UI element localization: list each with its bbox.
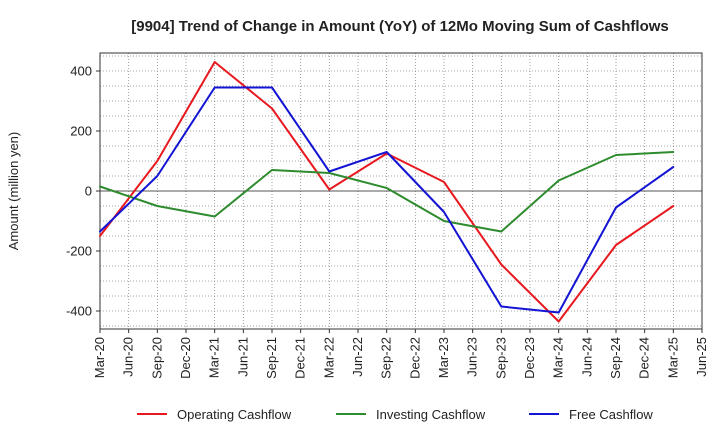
x-tick-label: Jun-23 [465,337,480,377]
legend: Operating Cashflow Investing Cashflow Free… [137,407,653,422]
x-tick-label: Jun-21 [235,337,250,377]
series-line-investing-cashflow [99,151,675,233]
x-tick-label: Mar-25 [665,337,680,378]
series-line-operating-cashflow [99,61,675,323]
x-tick-label: Sep-21 [264,337,279,379]
x-tick-label: Dec-24 [637,337,652,379]
x-tick-label: Sep-22 [379,337,394,379]
chart-title: [9904] Trend of Change in Amount (YoY) o… [131,18,669,35]
series-line-free-cashflow [99,86,675,314]
legend-label: Operating Cashflow [177,407,292,422]
legend-label: Free Cashflow [569,407,653,422]
x-tick-label: Mar-24 [551,337,566,378]
y-tick-label: 0 [85,184,92,199]
x-tick-label: Sep-20 [149,337,164,379]
x-tick-label: Sep-24 [608,337,623,379]
x-tick-label: Sep-23 [493,337,508,379]
x-axis: Mar-20 Jun-20 Sep-20 Dec-20 Mar-21 Jun-21 Sep-… [92,329,709,379]
series-layer [99,61,675,323]
x-tick-label: Mar-23 [436,337,451,378]
x-tick-label: Dec-22 [407,337,422,379]
y-axis: 400 200 0 -200 -400 [66,64,100,319]
x-tick-label: Dec-21 [293,337,308,379]
y-tick-label: -400 [66,304,92,319]
y-axis-label: Amount (million yen) [6,132,21,251]
x-tick-label: Jun-24 [579,337,594,377]
legend-label: Investing Cashflow [376,407,486,422]
x-tick-label: Jun-20 [121,337,136,377]
x-tick-label: Mar-21 [207,337,222,378]
x-tick-label: Jun-22 [350,337,365,377]
x-tick-label: Dec-23 [522,337,537,379]
x-tick-label: Jun-25 [694,337,709,377]
x-tick-label: Mar-22 [321,337,336,378]
x-tick-label: Dec-20 [178,337,193,379]
x-tick-label: Mar-20 [92,337,107,378]
y-tick-label: -200 [66,244,92,259]
y-tick-label: 400 [70,64,92,79]
y-tick-label: 200 [70,124,92,139]
